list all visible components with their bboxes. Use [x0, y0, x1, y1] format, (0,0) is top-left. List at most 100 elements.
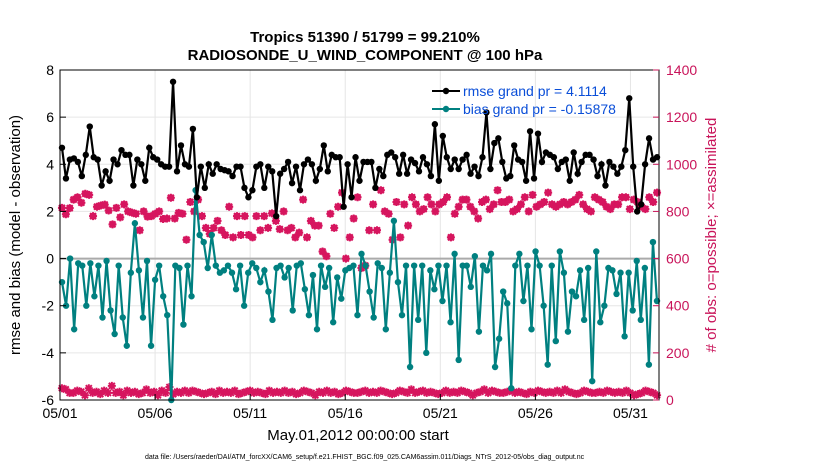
obs-assimilated-point-89 [404, 221, 413, 230]
obs-assimilated-point-61 [295, 228, 304, 237]
bias-point-42 [228, 269, 236, 276]
bias-point-131 [589, 377, 596, 385]
obs-lower-band-point-148 [626, 388, 635, 397]
rmse-point-66 [320, 142, 327, 149]
rmse-point-52 [265, 163, 272, 170]
rmse-point-28 [169, 78, 177, 85]
obs-lower-band-point-34 [188, 386, 197, 395]
bias-point-120 [544, 361, 551, 368]
obs-lower-band-point-7 [84, 384, 93, 393]
bias-point-98 [455, 356, 462, 364]
left-y-tick-label-0: -6 [42, 392, 55, 408]
rmse-point-5 [78, 172, 86, 180]
bias-point-35 [200, 238, 207, 246]
rmse-point-137 [602, 182, 609, 189]
rmse-point-131 [578, 158, 585, 166]
obs-lower-band-point-26 [157, 386, 166, 395]
obs-lower-band-point-100 [441, 386, 450, 395]
bias-point-2 [66, 255, 74, 262]
bias-point-126 [568, 288, 576, 295]
obs-lower-band-point-129 [553, 386, 562, 395]
obs-lower-band-point-63 [299, 386, 308, 395]
bias-point-22 [147, 342, 155, 349]
obs-assimilated-point-37 [201, 223, 210, 232]
obs-lower-band-point-96 [426, 387, 435, 396]
legend-rmse-marker [442, 87, 450, 95]
obs-assimilated-point-70 [330, 223, 339, 232]
obs-assimilated-point-97 [435, 200, 444, 209]
bias-point-79 [378, 264, 385, 272]
rmse-point-47 [245, 194, 252, 201]
obs-assimilated-point-20 [135, 226, 144, 235]
obs-assimilated-point-60 [291, 233, 300, 242]
obs-assimilated-point-107 [474, 214, 483, 223]
bias-point-101 [467, 283, 475, 291]
obs-lower-band-point-98 [434, 390, 443, 399]
rmse-point-63 [308, 161, 316, 168]
obs-assimilated-point-116 [509, 207, 518, 216]
rmse-point-101 [459, 156, 466, 163]
bias-point-110 [504, 300, 511, 307]
obs-lower-band-point-65 [307, 388, 316, 397]
obs-lower-band-point-121 [522, 390, 531, 399]
obs-lower-band-point-79 [361, 386, 370, 395]
rmse-point-10 [98, 182, 105, 189]
obs-assimilated-point-58 [283, 226, 292, 235]
obs-assimilated-point-120 [524, 207, 533, 216]
obs-assimilated-point-47 [240, 212, 249, 221]
obs-assimilated-point-140 [602, 202, 611, 211]
rmse-point-70 [336, 154, 343, 161]
rmse-point-117 [522, 177, 530, 184]
obs-assimilated-point-3 [69, 195, 78, 204]
obs-lower-band-point-78 [357, 387, 366, 396]
obs-assimilated-point-90 [408, 193, 417, 202]
rmse-point-92 [423, 161, 431, 168]
bias-point-36 [204, 264, 211, 272]
obs-lower-band-point-40 [211, 390, 220, 399]
obs-lower-band-point-35 [192, 387, 201, 396]
obs-assimilated-point-40 [213, 216, 222, 225]
rmse-point-46 [241, 184, 248, 192]
x-tick-label-3: 05/16 [328, 405, 363, 421]
obs-lower-band-point-128 [549, 388, 558, 397]
rmse-point-1 [62, 175, 70, 182]
obs-assimilated-point-138 [594, 195, 603, 204]
obs-assimilated-point-153 [653, 188, 662, 197]
rmse-point-83 [388, 149, 395, 156]
rmse-point-38 [209, 170, 216, 177]
rmse-point-125 [554, 165, 562, 173]
obs-assimilated-point-81 [373, 226, 382, 235]
rmse-point-50 [257, 161, 264, 168]
obs-lower-band-point-146 [618, 388, 627, 397]
obs-lower-band-point-116 [503, 387, 512, 396]
obs-assimilated-point-36 [197, 212, 206, 221]
bias-point-134 [601, 302, 608, 309]
rmse-point-133 [586, 151, 593, 159]
bias-point-141 [629, 307, 636, 314]
x-tick-label-5: 05/26 [518, 405, 553, 421]
bias-point-6 [83, 302, 90, 309]
bias-point-111 [508, 385, 515, 392]
rmse-point-104 [471, 163, 478, 170]
obs-lower-band-point-93 [415, 387, 424, 396]
obs-assimilated-point-11 [100, 200, 109, 209]
obs-assimilated-point-88 [400, 200, 409, 209]
bias-point-118 [536, 262, 543, 269]
obs-assimilated-point-129 [559, 198, 568, 206]
obs-lower-band-point-144 [610, 388, 619, 397]
obs-lower-band-point-89 [399, 387, 408, 396]
obs-assimilated-point-131 [567, 198, 576, 206]
obs-assimilated-point-52 [260, 212, 269, 221]
obs-lower-band-point-64 [303, 387, 312, 396]
rmse-point-98 [447, 165, 454, 173]
bias-point-51 [265, 288, 272, 295]
obs-lower-band-point-58 [280, 386, 289, 395]
bias-point-1 [62, 302, 70, 309]
rmse-point-129 [570, 149, 577, 156]
obs-lower-band-point-107 [468, 391, 477, 400]
right-y-tick-label-4: 800 [666, 203, 690, 219]
rmse-point-130 [574, 170, 581, 177]
right-y-tick-label-7: 1400 [666, 62, 697, 78]
obs-lower-band-point-120 [518, 388, 527, 397]
rmse-point-61 [300, 161, 308, 168]
